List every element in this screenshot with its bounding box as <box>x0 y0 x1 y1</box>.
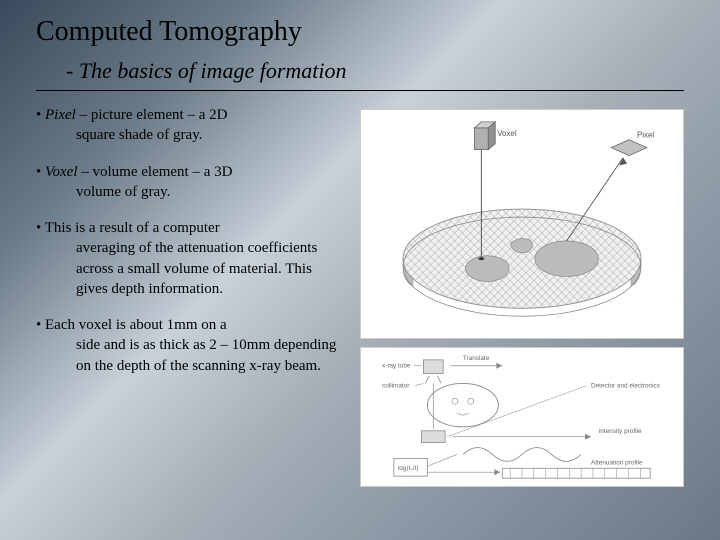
figure-scanner-schematic: x-ray tube Translate collimator <box>360 347 684 487</box>
detector-label: Detector and electronics <box>591 382 660 389</box>
bullet-text: – picture element – a 2D <box>76 107 228 123</box>
scanner-svg: x-ray tube Translate collimator <box>361 348 683 486</box>
bullet-column: • Pixel – picture element – a 2D square … <box>36 105 346 487</box>
slide-title: Computed Tomography <box>36 16 684 48</box>
bullet-cont: volume of gray. <box>36 182 346 202</box>
bullet-marker: • <box>36 107 45 123</box>
bullet-lead: Pixel <box>45 107 76 123</box>
collimator-label: collimator <box>382 382 410 389</box>
bullet-cont: averaging of the attenuation coefficient… <box>36 238 346 299</box>
bullet-item: • This is a result of a computer averagi… <box>36 218 346 299</box>
bullet-marker: • <box>36 164 45 180</box>
content-row: • Pixel – picture element – a 2D square … <box>36 105 684 487</box>
bullet-item: • Voxel – volume element – a 3D volume o… <box>36 162 346 203</box>
translate-label: Translate <box>463 355 490 362</box>
voxel-diagram-svg: Voxel Pixel <box>361 110 683 338</box>
bullet-cont: square shade of gray. <box>36 125 346 145</box>
bullet-text: This is a result of a computer <box>45 220 220 236</box>
log-label: log(I₀/I) <box>398 465 419 472</box>
bullet-cont: side and is as thick as 2 – 10mm dependi… <box>36 335 346 376</box>
slide-subtitle: - The basics of image formation <box>36 58 684 91</box>
xray-label: x-ray tube <box>382 363 411 370</box>
bullet-marker: • <box>36 317 45 333</box>
figure-voxel-pixel: Voxel Pixel <box>360 109 684 339</box>
attenuation-label: Attenuation profile <box>591 459 643 466</box>
voxel-label: Voxel <box>497 129 517 138</box>
bullet-text: Each voxel is about 1mm on a <box>45 317 227 333</box>
figure-column: Voxel Pixel x-ray tube <box>360 105 684 487</box>
bullet-marker: • <box>36 220 45 236</box>
intensity-label: intensity profile <box>599 428 642 435</box>
bullet-lead: Voxel <box>45 164 77 180</box>
bullet-item: • Each voxel is about 1mm on a side and … <box>36 315 346 376</box>
bullet-item: • Pixel – picture element – a 2D square … <box>36 105 346 146</box>
bullet-text: – volume element – a 3D <box>78 164 233 180</box>
pixel-label: Pixel <box>637 131 654 140</box>
slide: Computed Tomography - The basics of imag… <box>0 0 720 540</box>
